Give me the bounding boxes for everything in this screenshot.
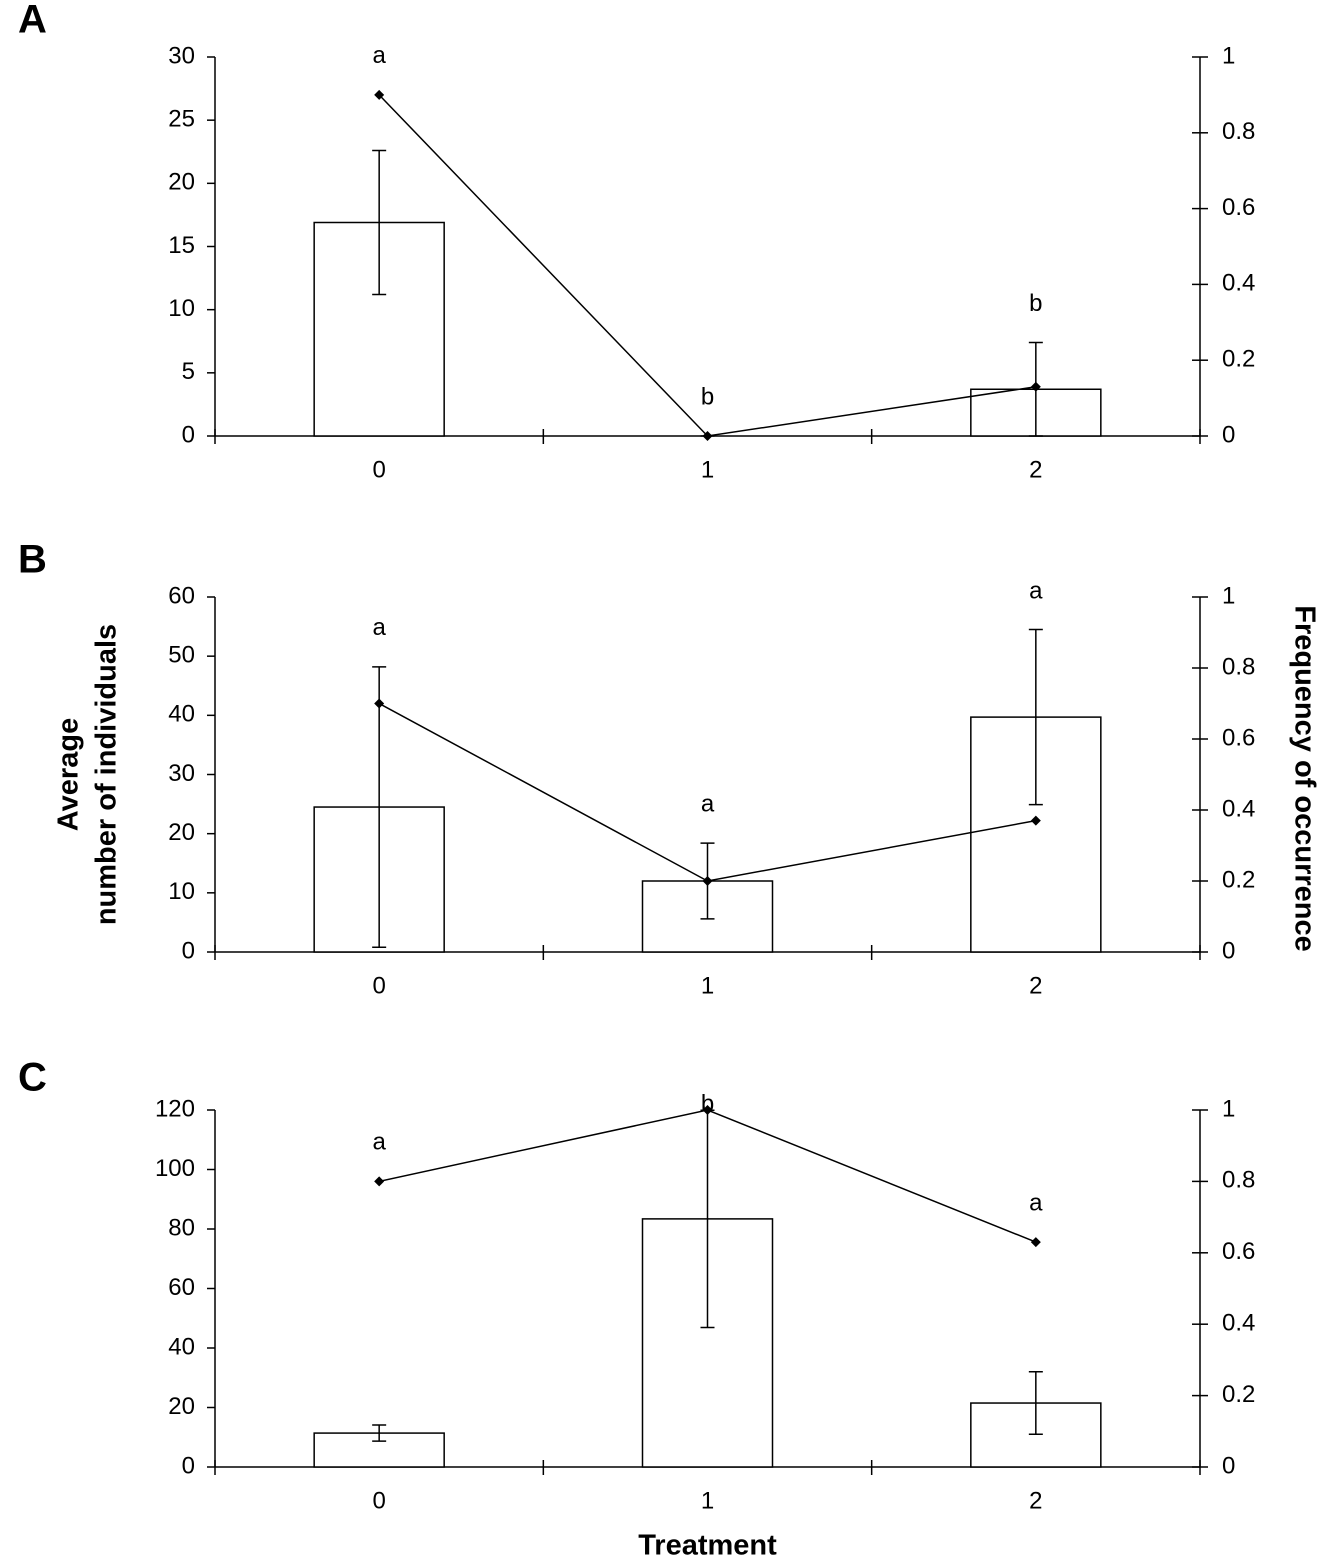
y-tick-label: 60 — [168, 582, 195, 609]
y2-tick-label: 0.4 — [1222, 270, 1255, 297]
y2-tick-label: 0.2 — [1222, 1381, 1255, 1408]
y-tick-label: 5 — [182, 358, 195, 385]
marker — [1030, 1237, 1041, 1248]
y2-tick-label: 1 — [1222, 582, 1235, 609]
y-tick-label: 100 — [155, 1155, 195, 1182]
significance-letter: a — [372, 614, 386, 641]
error-bar — [372, 666, 387, 949]
significance-letter: b — [701, 383, 714, 410]
y-tick-label: 50 — [168, 642, 195, 669]
marker — [374, 89, 385, 100]
y-axis-label: number of individuals — [91, 624, 123, 925]
y-axis-label: Average — [53, 718, 85, 831]
y2-tick-label: 0 — [1222, 1452, 1235, 1479]
significance-letter: a — [372, 1129, 386, 1156]
x-tick-label: 0 — [372, 972, 385, 999]
y-tick-label: 60 — [168, 1274, 195, 1301]
y-tick-label: 20 — [168, 1393, 195, 1420]
y2-tick-label: 0.4 — [1222, 795, 1255, 822]
error-bar — [1028, 1371, 1043, 1436]
significance-letter: a — [1029, 1189, 1043, 1216]
marker — [374, 1176, 385, 1187]
y-tick-label: 40 — [168, 701, 195, 728]
y-tick-label: 10 — [168, 878, 195, 905]
y-tick-label: 0 — [182, 421, 195, 448]
y-tick-label: 10 — [168, 295, 195, 322]
x-tick-label: 1 — [701, 972, 714, 999]
x-axis-label: Treatment — [638, 1530, 777, 1562]
marker — [1030, 815, 1041, 826]
y-tick-label: 20 — [168, 169, 195, 196]
x-tick-label: 2 — [1029, 456, 1042, 483]
y2-tick-label: 0.6 — [1222, 724, 1255, 751]
y2-axis-label: Frequency of occurrence — [1288, 605, 1320, 952]
marker — [702, 431, 713, 441]
significance-letter: a — [701, 790, 715, 817]
y2-tick-label: 0.6 — [1222, 1238, 1255, 1265]
y-tick-label: 0 — [182, 1452, 195, 1479]
x-tick-label: 0 — [372, 456, 385, 483]
y-tick-label: 20 — [168, 819, 195, 846]
error-bar — [1028, 628, 1043, 806]
y-tick-label: 40 — [168, 1333, 195, 1360]
y2-tick-label: 0.8 — [1222, 118, 1255, 145]
y-tick-label: 80 — [168, 1214, 195, 1241]
marker — [702, 876, 713, 886]
y-tick-label: 15 — [168, 232, 195, 259]
x-tick-label: 1 — [701, 456, 714, 483]
y-tick-label: 30 — [168, 760, 195, 787]
x-tick-label: 1 — [701, 1487, 714, 1514]
significance-letter: b — [1029, 290, 1042, 317]
y2-tick-label: 0 — [1222, 937, 1235, 964]
marker — [702, 1105, 713, 1115]
panel-label: B — [18, 538, 47, 582]
panel-label: A — [18, 0, 47, 42]
y-tick-label: 30 — [168, 42, 195, 69]
y-tick-label: 25 — [168, 106, 195, 133]
y-tick-label: 120 — [155, 1095, 195, 1122]
y-tick-label: 0 — [182, 937, 195, 964]
significance-letter: b — [701, 1090, 714, 1117]
marker — [374, 698, 385, 709]
panel-label: C — [18, 1056, 47, 1100]
y2-tick-label: 0.6 — [1222, 194, 1255, 221]
error-bar — [372, 149, 387, 296]
y2-tick-label: 0.8 — [1222, 1167, 1255, 1194]
significance-letter: a — [1029, 577, 1043, 604]
x-tick-label: 2 — [1029, 972, 1042, 999]
y2-tick-label: 0.4 — [1222, 1310, 1255, 1337]
error-bar — [372, 1424, 387, 1442]
marker — [1030, 381, 1041, 392]
y2-tick-label: 1 — [1222, 1095, 1235, 1122]
y2-tick-label: 0.2 — [1222, 866, 1255, 893]
x-tick-label: 0 — [372, 1487, 385, 1514]
y2-tick-label: 0.2 — [1222, 346, 1255, 373]
y2-tick-label: 0.8 — [1222, 653, 1255, 680]
x-tick-label: 2 — [1029, 1487, 1042, 1514]
significance-letter: a — [372, 42, 386, 69]
y2-tick-label: 1 — [1222, 42, 1235, 69]
y2-tick-label: 0 — [1222, 421, 1235, 448]
